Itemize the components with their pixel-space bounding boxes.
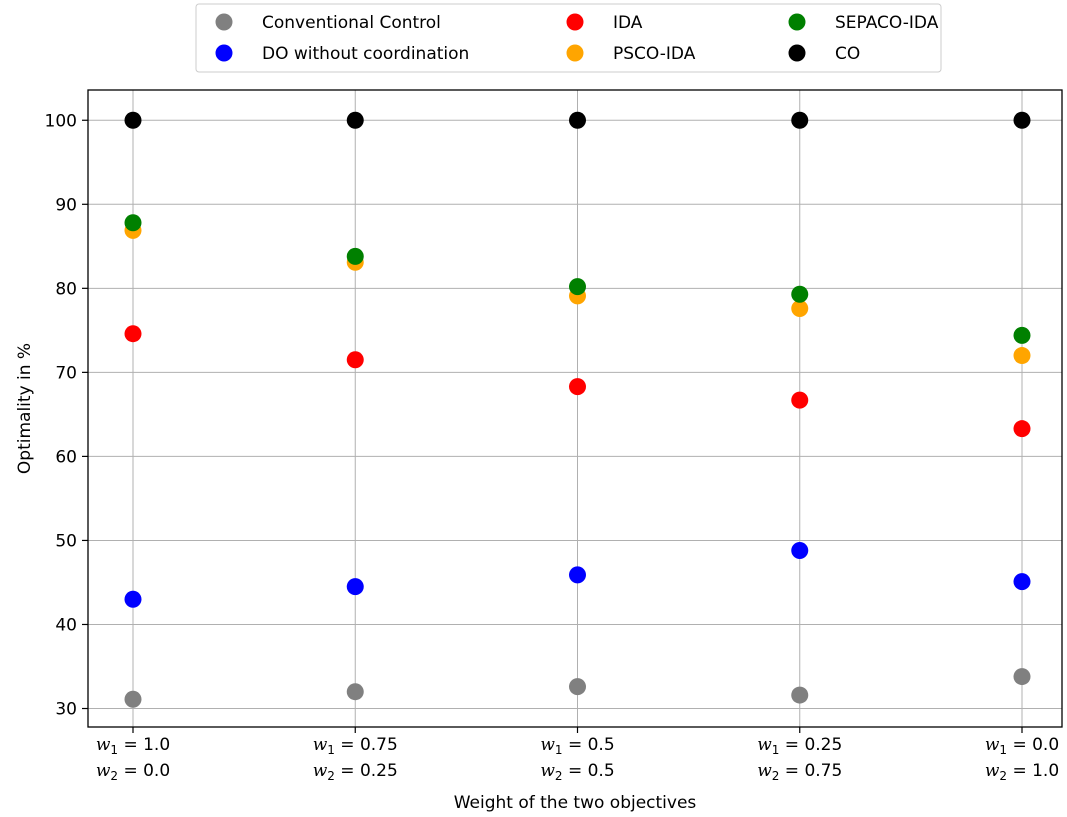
x-tick-label-w2: w2 = 0.25 [313,761,398,783]
point-co [791,112,808,129]
point-conventional-control [791,687,808,704]
y-tick-label: 70 [55,363,77,383]
point-ida [125,325,142,342]
point-co [347,112,364,129]
point-ida [569,378,586,395]
point-psco-ida [1014,347,1031,364]
point-ida [791,392,808,409]
legend-label: CO [835,44,860,64]
y-axis-label: Optimality in % [15,343,35,474]
legend: Conventional Control DO without coordinat… [196,4,941,72]
point-sepaco-ida [791,286,808,303]
y-tick-label: 100 [45,111,77,131]
point-co [1014,112,1031,129]
legend-label: DO without coordination [262,44,469,64]
x-tick-label-w1: w1 = 1.0 [96,735,170,757]
point-sepaco-ida [569,278,586,295]
y-tick-label: 60 [55,447,77,467]
x-tick-label-w1: w1 = 0.5 [540,735,614,757]
y-tick-label: 90 [55,195,77,215]
x-tick-label-w1: w1 = 0.25 [757,735,842,757]
legend-label: IDA [613,13,643,33]
point-do-without-coordination [125,591,142,608]
legend-marker [216,14,233,31]
point-do-without-coordination [1014,573,1031,590]
x-tick-label-w1: w1 = 0.75 [313,735,398,757]
grid [88,90,1062,727]
point-conventional-control [125,691,142,708]
point-ida [347,351,364,368]
legend-label: SEPACO-IDA [835,13,939,33]
legend-marker [567,45,584,62]
y-axis: 30 40 50 60 70 80 90 100 [45,111,88,719]
y-tick-label: 80 [55,279,77,299]
x-axis-label: Weight of the two objectives [454,793,697,813]
legend-marker [216,45,233,62]
point-conventional-control [569,678,586,695]
point-conventional-control [1014,668,1031,685]
point-sepaco-ida [1014,327,1031,344]
x-tick-label-w2: w2 = 0.0 [96,761,170,783]
legend-label: Conventional Control [262,13,441,33]
x-tick-label-w2: w2 = 1.0 [985,761,1059,783]
legend-marker [789,45,806,62]
x-tick-label-w1: w1 = 0.0 [985,735,1059,757]
point-do-without-coordination [569,566,586,583]
y-tick-label: 40 [55,615,77,635]
point-sepaco-ida [125,214,142,231]
x-axis: w1 = 1.0 w2 = 0.0 w1 = 0.75 w2 = 0.25 w1 = 0… [96,727,1059,783]
legend-marker [567,14,584,31]
y-tick-label: 50 [55,531,77,551]
point-ida [1014,420,1031,437]
y-tick-label: 30 [55,700,77,720]
plot-frame [88,90,1062,727]
point-do-without-coordination [347,578,364,595]
legend-label: PSCO-IDA [613,44,696,64]
x-tick-label-w2: w2 = 0.5 [540,761,614,783]
point-sepaco-ida [347,248,364,265]
point-do-without-coordination [791,542,808,559]
x-tick-label-w2: w2 = 0.75 [757,761,842,783]
point-co [569,112,586,129]
legend-marker [789,14,806,31]
point-co [125,112,142,129]
point-conventional-control [347,683,364,700]
